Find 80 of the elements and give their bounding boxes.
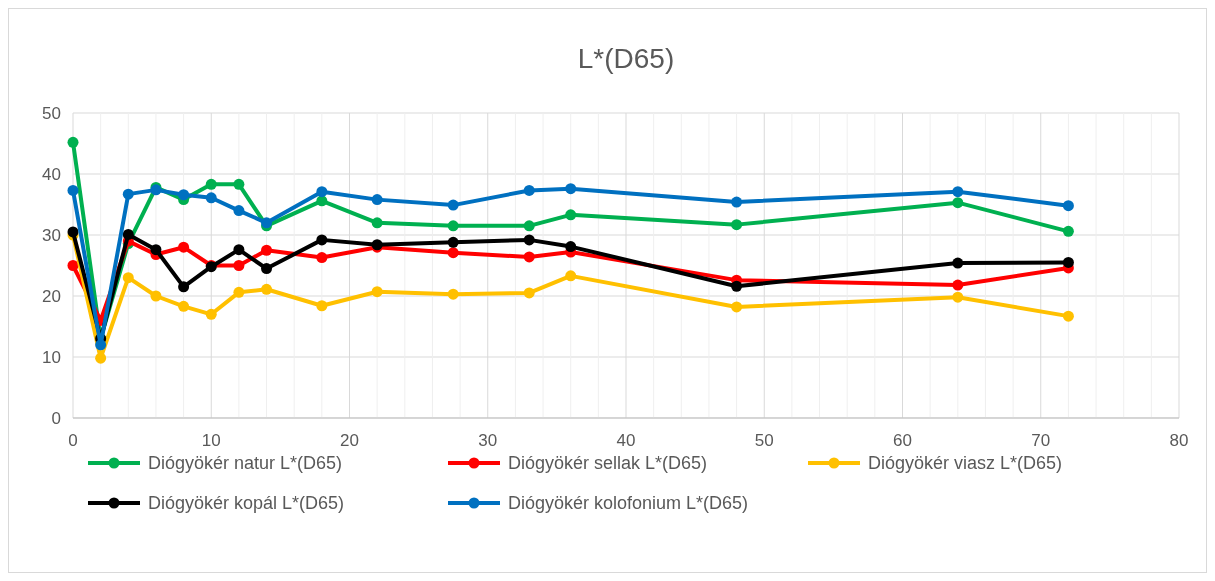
- point: [371, 217, 383, 229]
- point: [952, 197, 964, 209]
- y-tick-label: 30: [42, 225, 61, 245]
- point: [178, 189, 190, 201]
- point: [122, 228, 134, 240]
- point: [67, 184, 79, 196]
- x-tick-label: 60: [893, 431, 912, 450]
- point: [178, 300, 190, 312]
- point: [565, 270, 577, 282]
- point: [447, 288, 459, 300]
- point: [150, 290, 162, 302]
- point: [523, 287, 535, 299]
- point: [447, 220, 459, 232]
- point: [1062, 200, 1074, 212]
- point: [233, 205, 245, 217]
- point: [205, 178, 217, 190]
- point: [233, 244, 245, 256]
- x-tick-label: 30: [478, 431, 498, 450]
- point: [371, 194, 383, 206]
- x-tick-label: 80: [1169, 431, 1189, 450]
- y-tick-label: 10: [42, 347, 61, 367]
- y-tick-label: 20: [42, 286, 61, 306]
- x-tick-label: 0: [68, 431, 78, 450]
- legend-label: Diógyökér natur L*(D65): [148, 453, 343, 474]
- point: [205, 192, 217, 204]
- point: [447, 247, 459, 259]
- point: [67, 136, 79, 148]
- point: [952, 257, 964, 269]
- point: [565, 183, 577, 195]
- x-tick-label: 40: [616, 431, 636, 450]
- point: [261, 244, 273, 256]
- point: [523, 184, 535, 196]
- point: [316, 186, 328, 198]
- point: [952, 291, 964, 303]
- point: [95, 352, 107, 364]
- point: [1062, 310, 1074, 322]
- point: [523, 251, 535, 263]
- x-tick-label: 20: [340, 431, 359, 450]
- point: [95, 339, 107, 351]
- legend-label: Diógyökér kolofonium L*(D65): [508, 493, 749, 514]
- y-tick-label: 50: [42, 103, 61, 123]
- point: [233, 286, 245, 298]
- point: [371, 286, 383, 298]
- point: [122, 188, 134, 200]
- x-tick-label: 50: [754, 431, 774, 450]
- point: [1062, 256, 1074, 268]
- point: [731, 280, 743, 292]
- legend-label: Diógyökér viasz L*(D65): [868, 453, 1063, 474]
- x-tick-label: 10: [201, 431, 221, 450]
- point: [233, 260, 245, 271]
- point: [178, 281, 190, 293]
- point: [523, 220, 535, 232]
- point: [178, 241, 190, 253]
- x-tick-label: 70: [1031, 431, 1051, 450]
- point: [316, 252, 328, 264]
- point: [1062, 225, 1074, 237]
- point: [261, 283, 273, 295]
- legend-label: Diógyökér kopál L*(D65): [148, 493, 345, 514]
- point: [261, 263, 273, 275]
- legend-label: Diógyökér sellak L*(D65): [508, 453, 708, 474]
- point: [150, 244, 162, 256]
- point: [565, 241, 577, 253]
- point: [447, 199, 459, 211]
- point: [565, 209, 577, 221]
- point: [731, 301, 743, 313]
- point: [731, 196, 743, 208]
- y-tick-label: 0: [51, 408, 61, 428]
- point: [731, 219, 743, 231]
- point: [233, 178, 245, 190]
- point: [316, 300, 328, 312]
- chart-title: L*(D65): [577, 43, 675, 74]
- point: [122, 272, 134, 284]
- y-tick-label: 40: [42, 164, 61, 184]
- point: [316, 234, 328, 246]
- point: [205, 308, 217, 320]
- point: [952, 186, 964, 198]
- point: [523, 234, 535, 246]
- point: [67, 260, 79, 271]
- point: [447, 236, 459, 248]
- point: [952, 279, 964, 291]
